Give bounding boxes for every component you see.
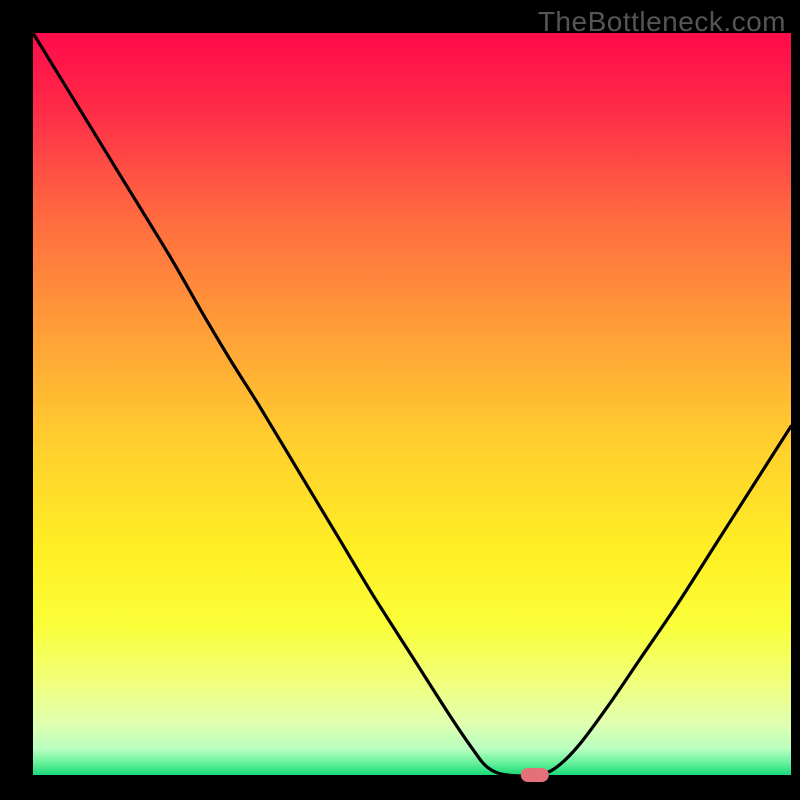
optimal-point-marker bbox=[521, 768, 549, 782]
plot-background bbox=[33, 33, 791, 775]
watermark-text: TheBottleneck.com bbox=[538, 6, 786, 38]
chart-stage: TheBottleneck.com bbox=[0, 0, 800, 800]
bottleneck-curve-chart bbox=[0, 0, 800, 800]
